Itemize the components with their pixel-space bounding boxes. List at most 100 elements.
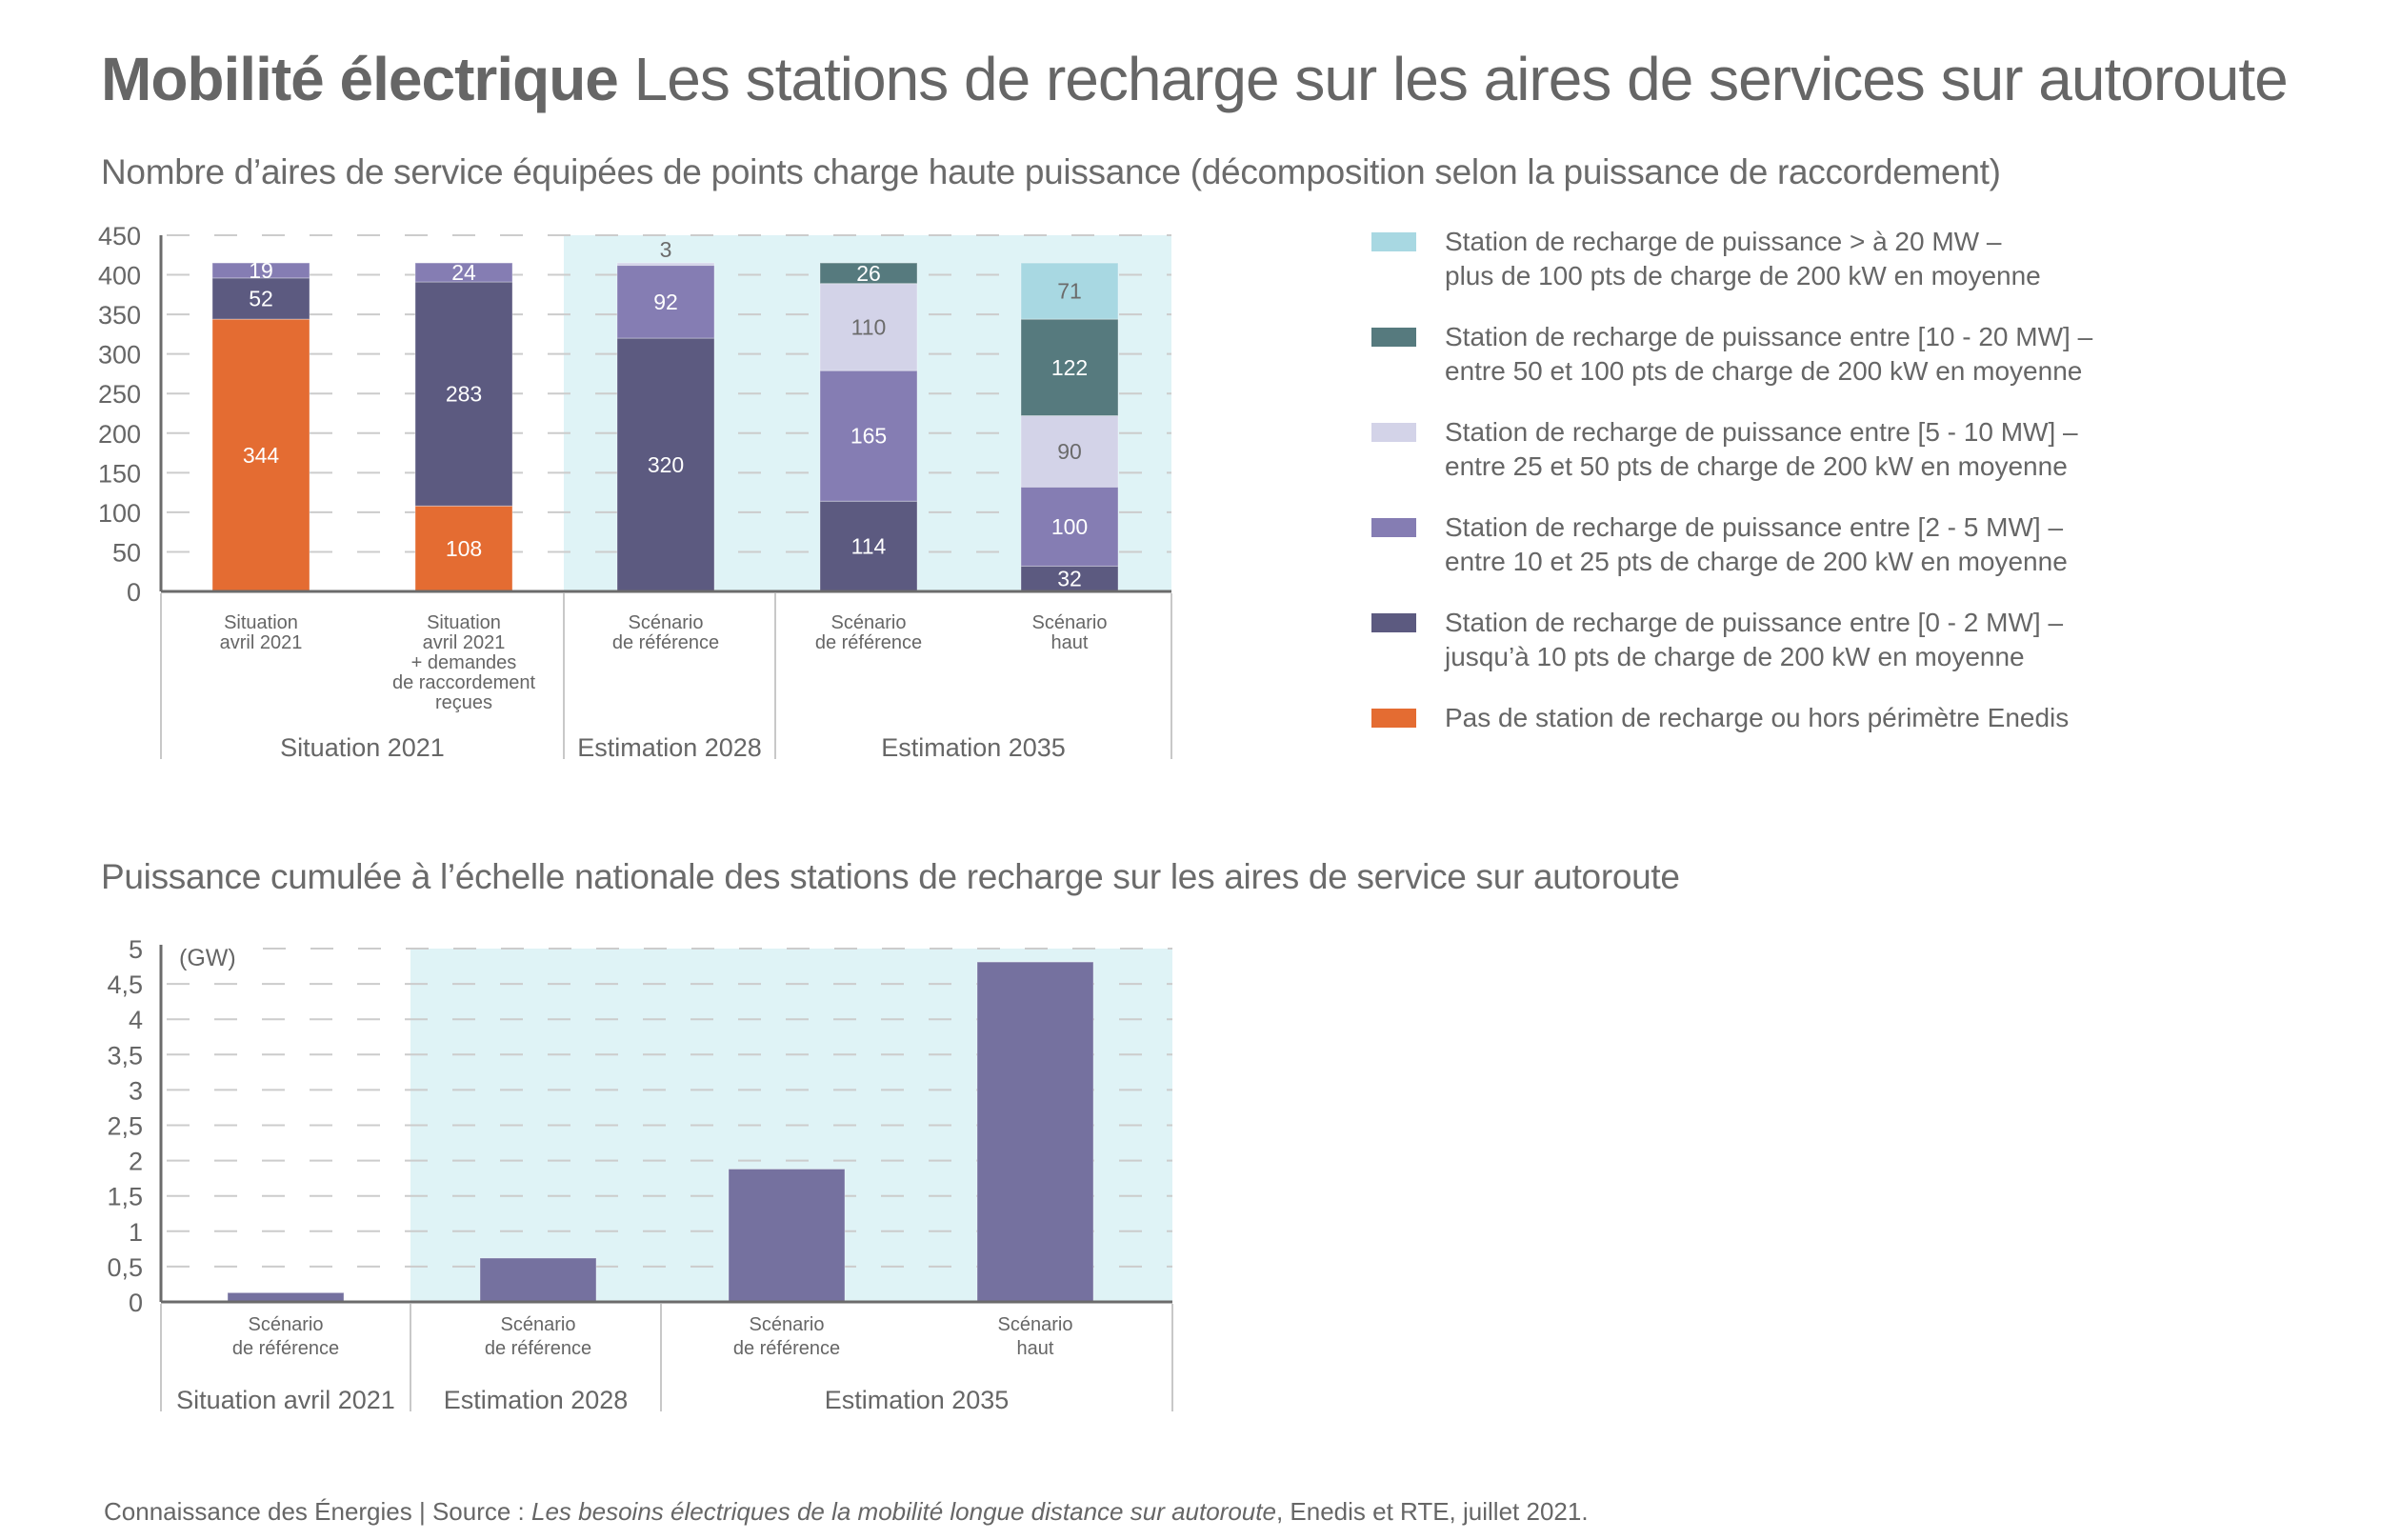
chart2-title: Puissance cumulée à l’échelle nationale … xyxy=(101,857,1680,896)
x-category-label: Scénario xyxy=(501,1314,576,1335)
x-category-label: Situation xyxy=(427,612,501,633)
stacked-bar-chart: 0 50 100 150 200 250 300 350 400 450 344 52 19 Situat… xyxy=(98,222,1172,762)
bar-segment-mw_5_10 xyxy=(819,283,918,371)
group-label: Estimation 2028 xyxy=(577,733,762,762)
group-label: Situation 2021 xyxy=(280,733,445,762)
legend-swatch xyxy=(1371,232,1416,251)
data-label: 344 xyxy=(243,443,280,468)
bar-segment-mw_10_20 xyxy=(819,262,918,285)
y-tick-label: 250 xyxy=(98,380,141,409)
y-tick-label: 5 xyxy=(129,935,143,964)
legend-label: Station de recharge de puissance entre [… xyxy=(1445,512,2068,576)
x-category-label: haut xyxy=(1017,1338,1054,1359)
bar-segment-mw_5_10 xyxy=(1020,414,1119,488)
title-rest: Les stations de recharge sur les aires d… xyxy=(633,45,2289,113)
bar-segment-mw_5_10 xyxy=(616,262,715,267)
data-label: 32 xyxy=(1057,567,1082,591)
bar-segment-mw_0_2 xyxy=(414,281,513,507)
y-tick-label: 100 xyxy=(98,499,141,528)
y-tick-label: 3 xyxy=(129,1076,143,1105)
legend-item-mw_2_5: Station de recharge de puissance entre [… xyxy=(1371,510,2068,579)
bar-segment-mw_0_2 xyxy=(211,277,310,320)
y-tick-label: 450 xyxy=(98,222,141,250)
data-label: 90 xyxy=(1057,439,1082,464)
bar-segment-above_20mw xyxy=(1020,262,1119,320)
data-label: 320 xyxy=(648,452,684,477)
footer-suffix: , Enedis et RTE, juillet 2021. xyxy=(1275,1497,1589,1526)
bar-segment-no_station xyxy=(211,318,310,592)
x-category-label: Scénario xyxy=(750,1314,825,1335)
legend-label: Station de recharge de puissance entre [… xyxy=(1445,417,2078,481)
y-tick-label: 300 xyxy=(98,341,141,370)
legend-label: Station de recharge de puissance > à 20 … xyxy=(1445,227,2041,290)
bar-segment-mw_2_5 xyxy=(819,370,918,502)
x-category-label: de référence xyxy=(232,1338,339,1359)
data-label: 108 xyxy=(446,536,482,561)
data-label: 122 xyxy=(1051,355,1088,380)
y-tick-label: 50 xyxy=(112,538,141,567)
y-tick-label: 0 xyxy=(127,578,141,607)
y-tick-label: 4,5 xyxy=(107,970,143,999)
data-label: 26 xyxy=(856,261,881,286)
legend-item-no_station: Pas de station de recharge ou hors périm… xyxy=(1371,701,2069,735)
x-category-label: Scénario xyxy=(998,1314,1073,1335)
y-tick-label: 3,5 xyxy=(107,1041,143,1070)
y-tick-label: 0,5 xyxy=(107,1253,143,1282)
legend-item-mw_5_10: Station de recharge de puissance entre [… xyxy=(1371,415,2078,484)
y-tick-label: 350 xyxy=(98,301,141,330)
power-bar-chart: 0 0,5 1 1,5 2 2,5 3 3,5 4 4,5 5 (GW) Scénario de réfé… xyxy=(107,935,1173,1414)
x-category-label: Scénario xyxy=(1032,612,1108,633)
group-label: Situation avril 2021 xyxy=(176,1386,395,1414)
data-label: 92 xyxy=(653,290,678,314)
y-tick-label: 0 xyxy=(129,1289,143,1317)
data-label: 114 xyxy=(851,534,887,559)
legend-swatch xyxy=(1371,328,1416,347)
bar-segment-mw_0_2 xyxy=(1020,565,1119,592)
data-label: 165 xyxy=(850,424,887,449)
footer-prefix: Connaissance des Énergies | Source : xyxy=(104,1497,532,1526)
x-category-label: Situation xyxy=(224,612,298,633)
y-tick-label: 2,5 xyxy=(107,1112,143,1141)
y-tick-label: 150 xyxy=(98,459,141,488)
data-label: 110 xyxy=(851,314,887,339)
bar-segment-mw_0_2 xyxy=(819,500,918,592)
legend-label: Pas de station de recharge ou hors périm… xyxy=(1445,703,2070,732)
bar-segment-mw_0_2 xyxy=(616,337,715,592)
group-label: Estimation 2035 xyxy=(881,733,1066,762)
x-category-label: avril 2021 xyxy=(220,632,303,653)
y-tick-label: 200 xyxy=(98,420,141,449)
source-footer: Connaissance des Énergies | Source : Les… xyxy=(104,1497,1589,1527)
chart1-title: Nombre d’aires de service équipées de po… xyxy=(101,152,2001,191)
y-tick-label: 400 xyxy=(98,262,141,290)
data-label: 283 xyxy=(446,382,482,407)
legend-swatch xyxy=(1371,709,1416,728)
bar-segment-mw_2_5 xyxy=(616,265,715,339)
group-label: Estimation 2035 xyxy=(825,1386,1010,1414)
data-label: 71 xyxy=(1057,279,1082,304)
legend-swatch xyxy=(1371,613,1416,632)
data-label: 24 xyxy=(451,260,476,285)
x-category-label: Scénario xyxy=(249,1314,324,1335)
bar-segment-mw_2_5 xyxy=(211,262,310,279)
x-category-label: de référence xyxy=(815,632,922,653)
bar xyxy=(479,1257,597,1303)
y-unit-label: (GW) xyxy=(179,945,236,971)
x-category-label: de référence xyxy=(612,632,719,653)
x-category-label: avril 2021 xyxy=(423,632,506,653)
legend-item-mw_10_20: Station de recharge de puissance entre [… xyxy=(1371,320,2092,389)
legend-item-mw_0_2: Station de recharge de puissance entre [… xyxy=(1371,606,2063,674)
legend-label: Station de recharge de puissance entre [… xyxy=(1445,322,2093,386)
legend-item-above_20mw: Station de recharge de puissance > à 20 … xyxy=(1371,225,2041,293)
x-category-label: haut xyxy=(1051,632,1089,653)
data-label: 52 xyxy=(249,286,273,310)
legend-swatch xyxy=(1371,518,1416,537)
y-tick-label: 4 xyxy=(129,1006,143,1034)
y-tick-label: 2 xyxy=(129,1148,143,1176)
bar-segment-mw_2_5 xyxy=(414,262,513,283)
x-category-label: + demandes xyxy=(411,652,517,673)
legend-swatch xyxy=(1371,423,1416,442)
bar xyxy=(976,961,1094,1303)
y-tick-label: 1,5 xyxy=(107,1183,143,1211)
x-category-label: reçues xyxy=(435,692,492,713)
x-category-label: de raccordement xyxy=(392,672,536,693)
